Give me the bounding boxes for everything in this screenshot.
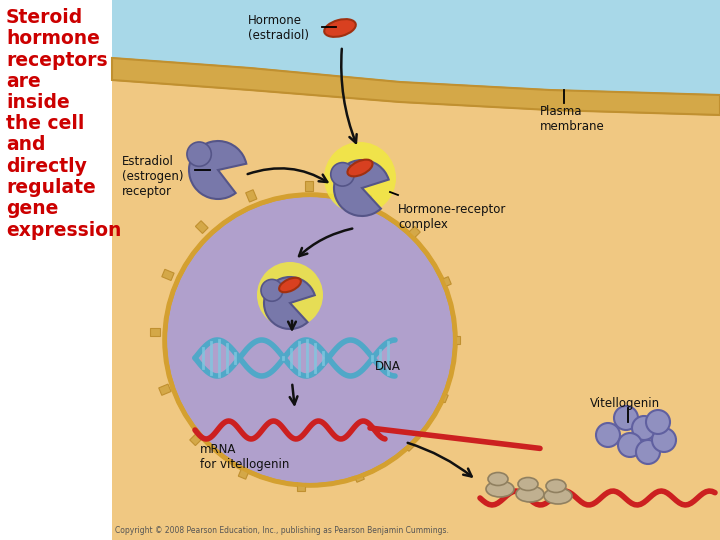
Text: Hormone
(estradiol): Hormone (estradiol) [248,14,309,42]
Bar [408,226,420,239]
Bar [450,336,460,344]
Text: Plasma
membrane: Plasma membrane [540,105,605,133]
Circle shape [330,163,354,186]
Bar [297,481,305,491]
Ellipse shape [348,160,372,177]
Text: Hormone-receptor
complex: Hormone-receptor complex [398,203,506,231]
Bar [150,328,160,336]
Wedge shape [189,141,246,199]
Ellipse shape [546,480,566,492]
Bar [361,193,372,205]
Text: mRNA
for vitellogenin: mRNA for vitellogenin [200,443,289,471]
Bar [190,433,202,446]
Bar [195,221,208,233]
Text: Steroid
hormone
receptors
are
inside
the cell
and
directly
regulate
gene
express: Steroid hormone receptors are inside the… [6,8,122,240]
Wedge shape [334,160,389,216]
Polygon shape [112,58,720,115]
Circle shape [261,279,283,301]
Circle shape [165,195,455,485]
Bar [246,190,257,202]
Bar [162,269,174,280]
Bar [436,392,449,403]
Ellipse shape [518,477,538,490]
Circle shape [614,406,638,430]
Text: DNA: DNA [375,360,401,373]
Bar [158,384,171,395]
Ellipse shape [544,488,572,504]
Wedge shape [264,277,315,329]
Ellipse shape [324,19,356,37]
Bar [439,276,451,288]
Bar [402,438,415,451]
Bar [305,181,313,191]
Text: Vitellogenin: Vitellogenin [590,397,660,410]
Ellipse shape [516,486,544,502]
Polygon shape [112,0,720,95]
Circle shape [324,142,396,214]
Bar [353,470,364,482]
Circle shape [187,142,211,166]
Circle shape [167,197,453,483]
Polygon shape [112,58,720,115]
Circle shape [646,410,670,434]
Circle shape [596,423,620,447]
Circle shape [636,440,660,464]
Ellipse shape [488,472,508,485]
Ellipse shape [486,481,514,497]
Bar [238,467,250,479]
Text: Copyright © 2008 Pearson Education, Inc., publishing as Pearson Benjamin Cumming: Copyright © 2008 Pearson Education, Inc.… [115,526,449,535]
Bar [0,0,112,540]
Circle shape [257,262,323,328]
Circle shape [618,433,642,457]
Bar [112,0,720,80]
Circle shape [652,428,676,452]
Text: Estradiol
(estrogen)
receptor: Estradiol (estrogen) receptor [122,155,184,198]
Bar [112,0,720,540]
Circle shape [632,416,656,440]
Bar [112,80,720,540]
Ellipse shape [279,278,301,292]
